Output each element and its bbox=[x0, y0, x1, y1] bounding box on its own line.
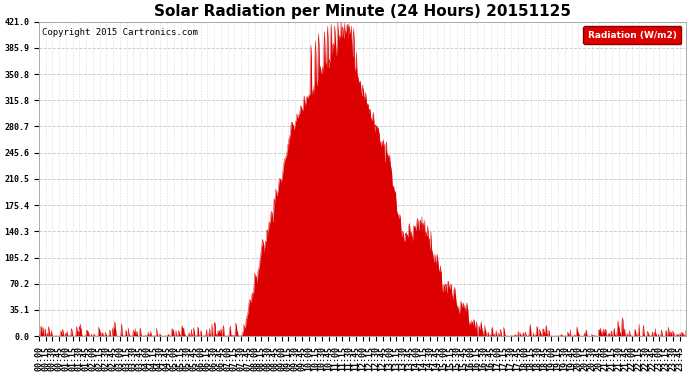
Legend: Radiation (W/m2): Radiation (W/m2) bbox=[584, 26, 681, 44]
Text: Copyright 2015 Cartronics.com: Copyright 2015 Cartronics.com bbox=[42, 28, 198, 37]
Title: Solar Radiation per Minute (24 Hours) 20151125: Solar Radiation per Minute (24 Hours) 20… bbox=[154, 4, 571, 19]
